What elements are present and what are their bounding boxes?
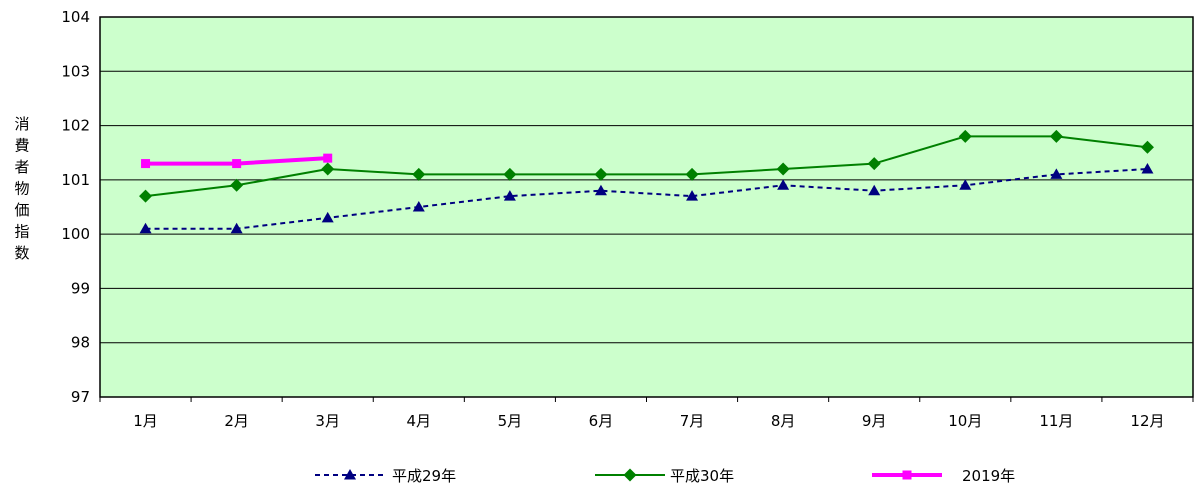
data-point — [1049, 129, 1063, 143]
data-point — [776, 162, 790, 176]
legend-entry: 平成29年 — [315, 467, 456, 485]
y-axis-title-char: 価 — [14, 201, 29, 219]
x-tick-label: 8月 — [771, 412, 796, 430]
y-tick-label: 97 — [71, 388, 90, 406]
x-tick-label: 10月 — [948, 412, 982, 430]
x-tick-label: 5月 — [498, 412, 523, 430]
series-3 — [141, 153, 333, 169]
data-point — [867, 157, 881, 171]
legend-marker — [902, 470, 912, 480]
legend-label: 2019年 — [962, 467, 1015, 485]
plot-background — [100, 17, 1193, 397]
x-tick-label: 1月 — [133, 412, 158, 430]
data-point — [958, 129, 972, 143]
y-tick-label: 102 — [61, 117, 90, 135]
data-point — [412, 201, 425, 212]
data-point — [868, 184, 881, 196]
legend-marker — [623, 468, 637, 482]
legend-entry: 2019年 — [872, 467, 1015, 485]
data-point — [1050, 168, 1063, 179]
x-tick-label: 9月 — [862, 412, 887, 430]
legend-entry: 平成30年 — [595, 467, 734, 485]
data-point — [412, 167, 426, 181]
series-2 — [139, 129, 1154, 203]
x-tick-label: 6月 — [589, 412, 614, 430]
data-point — [686, 190, 699, 201]
data-point — [323, 153, 333, 163]
x-axis: 1月 2月 3月 4月 5月 6月 7月 8月 9月 10月 11月 12月 — [99, 397, 1194, 430]
data-point — [1140, 140, 1154, 154]
x-tick-label: 11月 — [1039, 412, 1073, 430]
legend: 平成29年 平成30年 2019年 — [315, 467, 1015, 485]
y-axis-title-char: 消 — [14, 115, 29, 133]
data-point — [503, 190, 516, 201]
data-point — [685, 167, 699, 181]
y-tick-label: 103 — [61, 62, 90, 80]
data-point — [503, 167, 517, 181]
data-point — [594, 184, 607, 196]
data-point — [139, 222, 152, 234]
data-point — [230, 222, 243, 234]
data-point — [777, 179, 790, 190]
y-tick-label: 100 — [61, 225, 90, 243]
x-tick-label: 3月 — [315, 412, 340, 430]
data-point — [139, 189, 153, 203]
series-group — [139, 129, 1154, 234]
y-tick-label: 104 — [61, 8, 90, 26]
series-1 — [139, 163, 1154, 234]
y-tick-label: 101 — [61, 171, 90, 189]
legend-label: 平成29年 — [392, 467, 456, 485]
legend-label: 平成30年 — [670, 467, 734, 485]
data-point — [1141, 163, 1154, 174]
x-tick-label: 4月 — [407, 412, 432, 430]
legend-marker — [344, 469, 356, 480]
x-tick-label: 7月 — [680, 412, 705, 430]
y-axis-title-char: 者 — [14, 158, 29, 176]
data-point — [594, 167, 608, 181]
plot-area — [99, 16, 1194, 398]
y-axis-title-char: 費 — [14, 137, 29, 155]
data-point — [232, 159, 242, 169]
y-axis-title-char: 指 — [14, 223, 29, 241]
y-tick-label: 98 — [71, 334, 90, 352]
x-tick-label: 12月 — [1130, 412, 1164, 430]
data-point — [321, 211, 334, 223]
y-axis-title-char: 数 — [14, 244, 29, 262]
y-tick-label: 99 — [71, 279, 90, 297]
series-line — [145, 135, 1148, 198]
data-point — [141, 159, 151, 169]
data-point — [959, 179, 972, 190]
data-point — [230, 178, 244, 192]
y-axis-title-char: 物 — [14, 180, 29, 198]
series-line — [145, 168, 1148, 230]
data-point — [321, 162, 335, 176]
x-tick-label: 2月 — [224, 412, 249, 430]
